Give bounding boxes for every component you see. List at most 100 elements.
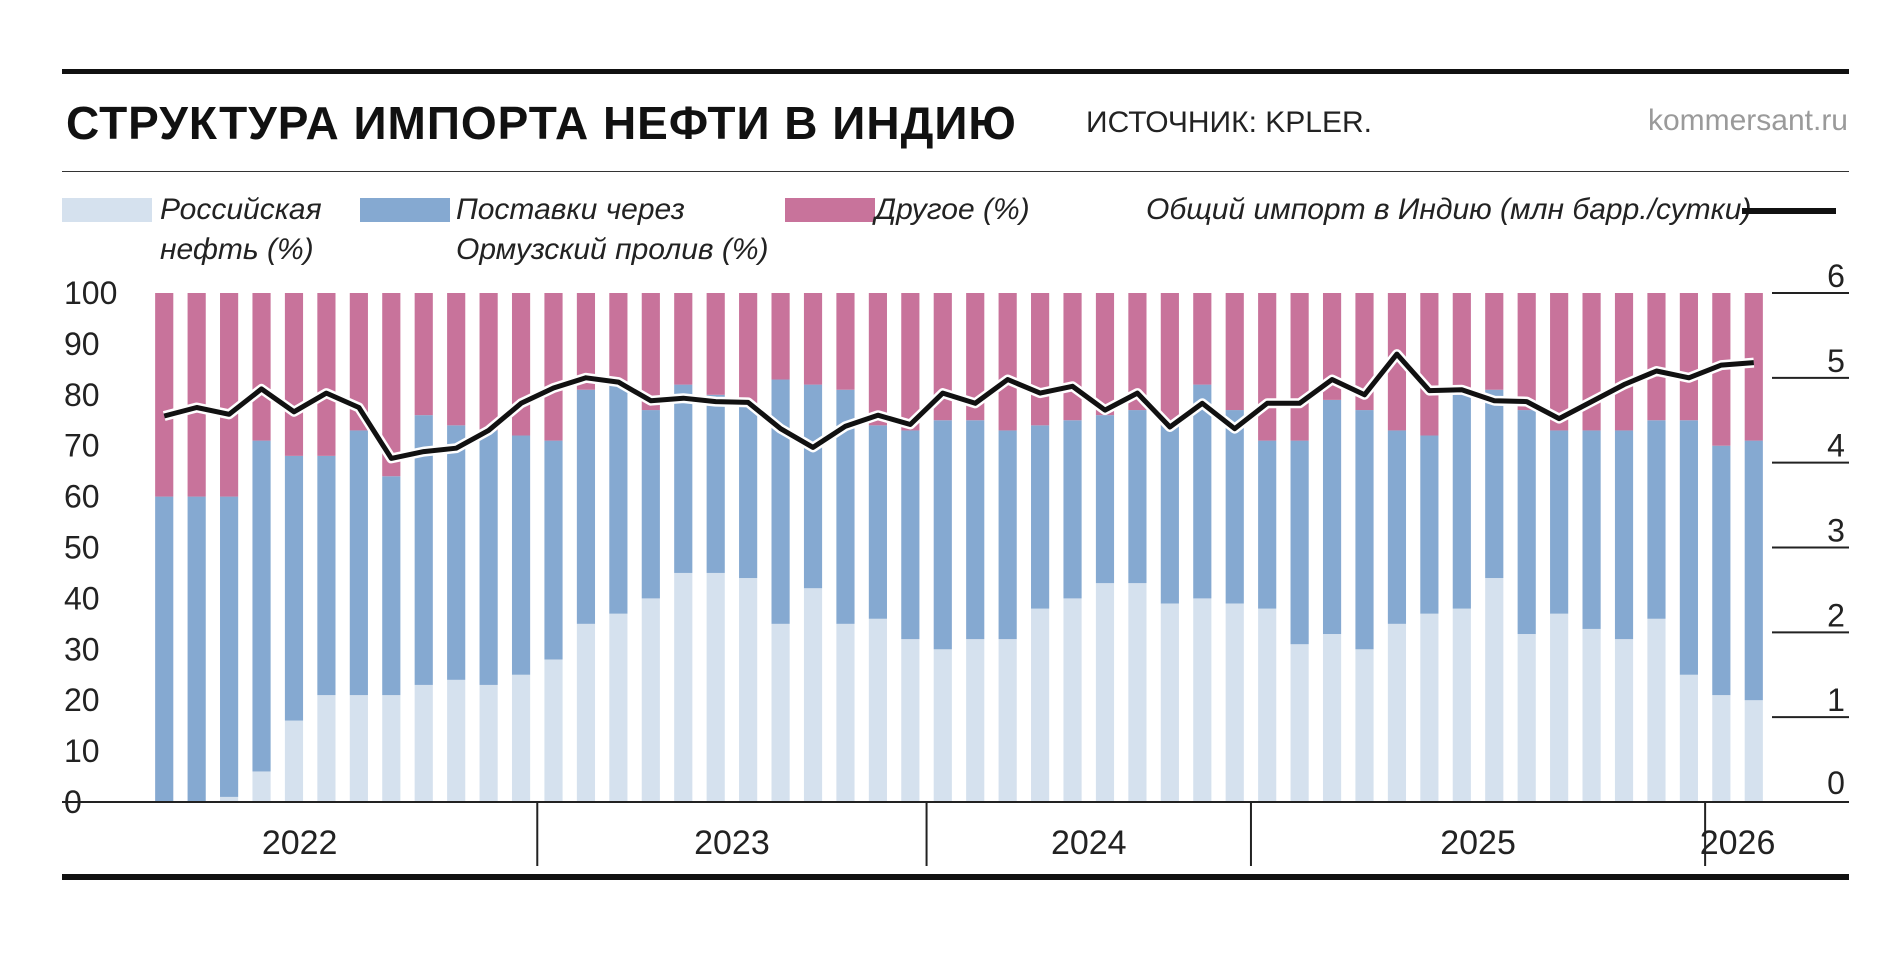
year-label: 2022 — [262, 824, 338, 862]
bar-other — [1322, 293, 1342, 400]
legend-line-total — [1742, 208, 1836, 214]
bar-russian — [220, 796, 239, 802]
bar-hormuz — [479, 430, 498, 685]
bar-hormuz — [1582, 430, 1601, 629]
bar-russian — [414, 684, 433, 802]
bar-russian — [641, 598, 660, 802]
bar-other — [803, 293, 823, 385]
bar-russian — [1744, 700, 1763, 802]
right-tick-label: 3 — [1827, 513, 1845, 549]
bar-hormuz — [739, 404, 758, 579]
bar-other — [1095, 293, 1115, 416]
bar-hormuz — [284, 455, 304, 721]
bar-russian — [447, 679, 466, 802]
bar-russian — [706, 572, 725, 802]
bar-hormuz — [1128, 410, 1147, 584]
bar-russian — [1647, 618, 1666, 802]
legend-swatch-russian — [62, 198, 152, 222]
bar-other — [706, 293, 725, 395]
bar-other — [1420, 293, 1439, 436]
bar-hormuz — [447, 425, 466, 680]
bar-russian — [1387, 623, 1407, 802]
bar-hormuz — [1063, 420, 1082, 599]
bar-russian — [1193, 598, 1212, 802]
bar-other — [836, 293, 855, 390]
bar-russian — [803, 588, 823, 802]
bar-hormuz — [544, 440, 563, 660]
bar-other — [382, 293, 401, 477]
legend-label-russian: Российская нефть (%) — [160, 190, 322, 270]
year-label: 2026 — [1700, 824, 1776, 862]
bar-other — [1614, 293, 1634, 431]
bar-other — [187, 293, 206, 497]
bottom-rule — [62, 874, 1849, 880]
bar-russian — [576, 623, 596, 802]
year-label: 2024 — [1051, 824, 1127, 862]
bar-other — [414, 293, 433, 416]
chart-title: СТРУКТУРА ИМПОРТА НЕФТИ В ИНДИЮ — [66, 97, 1017, 149]
bar-other — [674, 293, 693, 385]
legend-label-hormuz-line2: Ормузский пролив (%) — [456, 233, 769, 266]
bar-other — [1160, 293, 1179, 426]
bar-russian — [674, 572, 693, 802]
bar-other — [901, 293, 920, 431]
right-tick-label: 4 — [1827, 428, 1845, 464]
bar-hormuz — [771, 379, 790, 624]
bar-russian — [836, 623, 855, 802]
bar-russian — [1582, 628, 1601, 802]
bar-other — [317, 293, 336, 456]
bar-hormuz — [414, 415, 433, 685]
bar-russian — [933, 649, 952, 802]
bar-other — [576, 293, 596, 390]
bar-hormuz — [609, 384, 628, 614]
left-tick-label: 10 — [64, 733, 100, 769]
bar-russian — [1095, 583, 1115, 802]
bar-other — [1550, 293, 1569, 431]
bar-hormuz — [998, 430, 1017, 640]
bar-other — [771, 293, 790, 380]
bar-other — [1647, 293, 1666, 421]
bar-hormuz — [641, 410, 660, 599]
bar-hormuz — [901, 430, 920, 640]
bar-hormuz — [836, 389, 855, 624]
bar-hormuz — [1485, 389, 1504, 579]
bar-russian — [1517, 634, 1536, 802]
bar-other — [739, 293, 758, 405]
bar-other — [1485, 293, 1504, 390]
legend-label-total: Общий импорт в Индию (млн барр./сутки) — [1146, 193, 1752, 226]
legend-label-hormuz: Поставки через Ормузский пролив (%) — [456, 190, 769, 270]
left-tick-label: 0 — [64, 784, 82, 820]
total-import-line-halo — [162, 349, 1755, 464]
right-tick-label: 6 — [1827, 258, 1845, 294]
bar-hormuz — [1712, 445, 1731, 696]
bar-other — [544, 293, 563, 441]
left-tick-label: 80 — [64, 377, 100, 413]
legend-swatch-hormuz — [360, 198, 450, 222]
bar-hormuz — [187, 496, 206, 802]
right-tick-label: 1 — [1827, 682, 1845, 718]
bar-russian — [771, 623, 790, 802]
right-tick-label: 5 — [1827, 343, 1845, 379]
bar-russian — [1063, 598, 1082, 802]
bar-hormuz — [1095, 415, 1115, 584]
bar-other — [609, 293, 628, 385]
bar-hormuz — [1355, 410, 1374, 650]
legend-label-hormuz-line1: Поставки через — [456, 193, 685, 226]
bar-russian — [998, 639, 1017, 802]
bar-hormuz — [1550, 430, 1569, 614]
legend-label-other: Другое (%) — [875, 193, 1030, 226]
header-divider — [62, 171, 1849, 172]
bar-hormuz — [1322, 399, 1342, 635]
bar-other — [1193, 293, 1212, 385]
top-rule — [62, 69, 1849, 74]
bar-russian — [966, 639, 985, 802]
bar-hormuz — [1387, 430, 1407, 624]
bar-russian — [349, 695, 368, 802]
right-tick-label: 2 — [1827, 597, 1845, 633]
right-tick-label: 0 — [1827, 765, 1845, 801]
bar-other — [479, 293, 498, 431]
bar-hormuz — [576, 389, 596, 624]
bar-hormuz — [1744, 440, 1763, 701]
bar-russian — [901, 639, 920, 802]
left-tick-label: 30 — [64, 631, 100, 667]
